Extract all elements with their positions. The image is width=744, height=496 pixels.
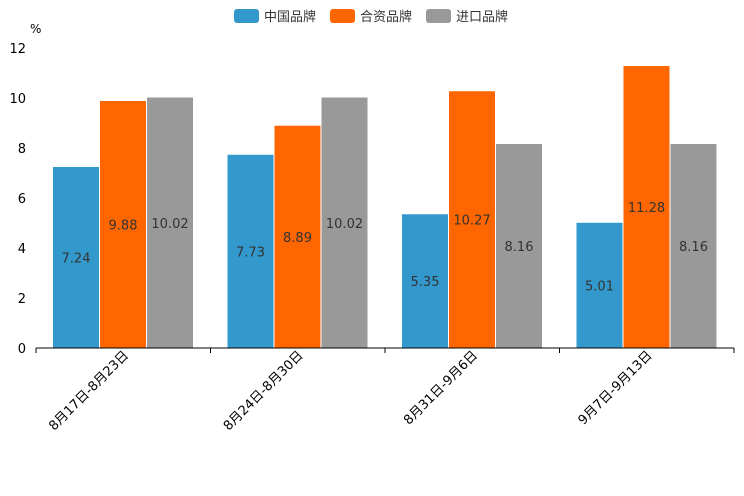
bar-value-label: 10.02 [151,217,188,232]
y-axis-unit-label: % [30,22,41,36]
legend-item-2[interactable]: 合资品牌 [330,9,412,25]
legend-swatch [234,9,259,23]
legend-label: 合资品牌 [360,9,412,25]
bar-value-label: 5.01 [585,279,614,294]
legend-label: 中国品牌 [264,9,316,25]
bar-1-3 [402,214,448,348]
x-category-label: 8月24日-8月30日 [221,348,307,434]
bar-1-1 [53,167,99,348]
x-axis: 8月17日-8月23日 8月24日-8月30日 8月31日-9月6日 9月7日-9月1… [35,348,735,434]
bar-1-4 [576,222,623,348]
legend-swatch [426,9,451,23]
x-category-label: 8月31日-9月6日 [401,348,481,428]
bar-value-label: 8.89 [283,231,312,246]
bar-value-label: 7.73 [236,245,265,260]
bar-3-4 [670,144,717,348]
bar-value-label: 11.28 [628,201,665,216]
bar-value-label: 8.16 [505,240,534,255]
bar-value-label: 10.02 [326,217,363,232]
bar-2-1 [100,101,146,348]
bar-value-label: 10.27 [453,214,490,229]
legend[interactable]: 中国品牌 合资品牌 进口品牌 [234,9,508,25]
y-axis: 0 2 4 6 8 10 12 [9,42,26,357]
bar-value-label: 9.88 [109,219,138,234]
y-tick-label: 12 [9,42,26,57]
bar-labels: 7.24 9.88 10.02 7.73 8.89 10.02 5.35 10.27 8.16 5… [62,201,708,294]
x-category-label: 8月17日-8月23日 [46,348,132,434]
x-category-label: 9月7日-9月13日 [576,348,656,428]
bar-2-4 [623,66,670,348]
bar-3-2 [321,97,368,348]
legend-swatch [330,9,355,23]
bar-1-2 [227,154,274,348]
bar-value-label: 8.16 [679,240,708,255]
y-tick-label: 0 [18,342,26,357]
y-tick-label: 4 [18,242,26,257]
bar-3-3 [496,144,542,348]
bar-3-1 [147,97,193,348]
bars [53,66,717,348]
bar-value-label: 7.24 [62,252,91,267]
y-tick-label: 2 [18,292,26,307]
legend-item-3[interactable]: 进口品牌 [426,9,508,25]
legend-item-1[interactable]: 中国品牌 [234,9,316,25]
y-tick-label: 10 [9,92,26,107]
bar-value-label: 5.35 [411,275,440,290]
y-tick-label: 6 [18,192,26,207]
bar-2-2 [274,125,321,348]
y-tick-label: 8 [18,142,26,157]
bar-2-3 [449,91,495,348]
legend-label: 进口品牌 [456,9,508,25]
